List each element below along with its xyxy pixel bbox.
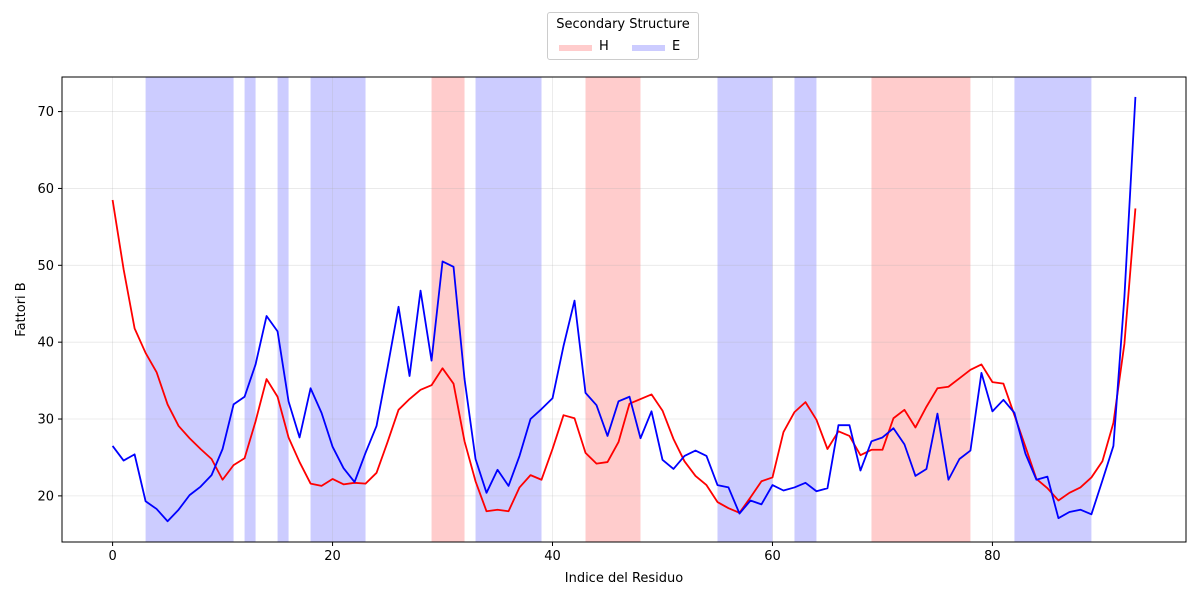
secondary-structure-regions: [145, 77, 1092, 542]
series-line-0: [111, 199, 1137, 514]
x-tick-label: 80: [984, 549, 1001, 564]
y-tick-label: 30: [37, 413, 54, 428]
legend-swatch-e: [632, 45, 665, 51]
region-e-5: [475, 77, 542, 542]
region-e-10: [1014, 77, 1092, 542]
x-axis-label: Indice del Residuo: [565, 571, 684, 586]
plot-frame: [61, 76, 1187, 543]
region-e-8: [794, 77, 817, 542]
region-h-6: [585, 77, 641, 542]
y-axis-label: Fattori B: [14, 282, 29, 336]
y-tick-label: 40: [37, 336, 54, 351]
y-tick-label: 60: [37, 182, 54, 197]
y-tick-label: 70: [37, 105, 54, 120]
region-e-7: [717, 77, 773, 542]
y-axis-ticks: 20 30 40 50 60 70: [37, 105, 62, 504]
legend-label-h: H: [599, 39, 609, 54]
x-axis-ticks: 0 20 40 60 80: [108, 542, 1001, 564]
x-tick-label: 40: [544, 549, 561, 564]
region-e-1: [244, 77, 256, 542]
legend: Secondary Structure H E: [547, 12, 699, 60]
region-h-9: [871, 77, 971, 542]
x-tick-label: 0: [108, 549, 116, 564]
x-tick-label: 20: [324, 549, 341, 564]
legend-swatch-h: [559, 45, 592, 51]
region-e-2: [277, 77, 289, 542]
grid-lines: [62, 77, 1186, 542]
legend-title: Secondary Structure: [556, 17, 690, 32]
y-tick-label: 20: [37, 489, 54, 504]
y-tick-label: 50: [37, 259, 54, 274]
series-line-1: [111, 96, 1137, 523]
legend-label-e: E: [672, 39, 681, 54]
series-lines: [111, 96, 1137, 523]
x-tick-label: 60: [764, 549, 781, 564]
region-e-3: [310, 77, 366, 542]
region-e-0: [145, 77, 234, 542]
